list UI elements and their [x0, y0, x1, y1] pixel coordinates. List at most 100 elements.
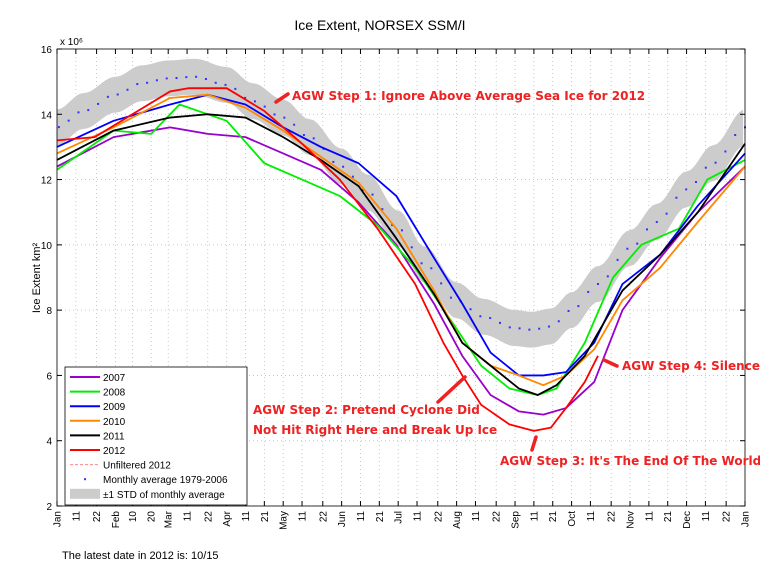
legend-label: 2009 — [103, 402, 126, 413]
x-tick-label: 22 — [203, 511, 214, 523]
mean-dot — [97, 102, 100, 105]
mean-dot — [263, 105, 266, 108]
mean-dot — [195, 75, 198, 78]
x-tick-label: 11 — [644, 511, 655, 522]
mean-dot — [665, 212, 668, 215]
mean-dot — [342, 165, 345, 168]
y-scale-note: x 10⁶ — [60, 37, 83, 48]
annotation-arrow — [530, 435, 538, 452]
mean-dot — [469, 308, 472, 311]
x-tick-label: Apr — [222, 510, 233, 526]
series-line-2012 — [56, 87, 599, 432]
mean-dot — [567, 309, 570, 312]
y-tick-label: 4 — [46, 437, 52, 448]
x-tick-label: 21 — [260, 511, 271, 523]
x-tick-label: Nov — [626, 511, 637, 529]
x-tick-label: 11 — [356, 511, 367, 522]
mean-dot — [283, 116, 286, 119]
mean-dot — [312, 137, 315, 140]
y-tick-label: 16 — [41, 45, 53, 56]
annotation-text: AGW Step 3: It's The End Of The World — [500, 454, 760, 468]
mean-dot — [645, 228, 648, 231]
mean-dot — [675, 196, 678, 199]
y-tick-label: 8 — [46, 306, 52, 317]
y-tick-label: 12 — [41, 176, 53, 187]
mean-dot — [587, 290, 590, 293]
mean-dot — [381, 208, 384, 211]
mean-dot — [528, 328, 531, 331]
mean-dot — [106, 95, 109, 98]
x-tick-label: May — [279, 511, 290, 530]
mean-dot — [332, 160, 335, 163]
x-tick-label: Jan — [53, 511, 64, 527]
mean-dot — [371, 193, 374, 196]
mean-dot — [155, 79, 158, 82]
x-tick-label: Jul — [394, 511, 405, 524]
x-tick-label: 11 — [183, 511, 194, 522]
legend-label: 2010 — [103, 417, 126, 428]
x-tick-label: Jun — [337, 511, 348, 527]
mean-dot — [253, 100, 256, 103]
x-tick-label: 22 — [92, 511, 103, 523]
x-tick-label: 21 — [375, 511, 386, 523]
mean-dot — [126, 88, 129, 91]
mean-dot — [626, 247, 629, 250]
y-axis-label: Ice Extent km² — [31, 243, 43, 314]
y-tick-label: 2 — [46, 502, 52, 513]
legend-label: 2012 — [103, 446, 126, 457]
x-tick-label: 21 — [663, 511, 674, 523]
mean-dot — [655, 220, 658, 223]
x-tick-label: Sep — [511, 511, 522, 529]
x-tick-label: 22 — [492, 511, 503, 523]
mean-dot — [361, 189, 364, 192]
y-tick-label: 14 — [41, 110, 53, 121]
mean-dot — [293, 123, 296, 126]
x-tick-label: 11 — [71, 511, 82, 522]
y-tick-label: 10 — [41, 241, 53, 252]
mean-dot — [694, 180, 697, 183]
mean-dot — [440, 282, 443, 285]
chart-title: Ice Extent, NORSEX SSM/I — [294, 17, 465, 33]
mean-dot — [430, 267, 433, 270]
mean-dot — [606, 275, 609, 278]
mean-dot — [557, 320, 560, 323]
x-tick-label: Aug — [452, 511, 463, 529]
std-band-shape — [57, 58, 744, 348]
mean-dot — [538, 327, 541, 330]
mean-dot — [67, 119, 70, 122]
legend-label: Monthly average 1979-2006 — [103, 475, 228, 486]
annotation-text: Not Hit Right Here and Break Up Ice — [253, 423, 497, 437]
series-lines — [56, 87, 746, 432]
annotation-arrow — [274, 92, 290, 104]
legend-label: ±1 STD of monthly average — [103, 490, 225, 501]
mean-dot — [165, 77, 168, 80]
y-tick-label: 6 — [46, 371, 52, 382]
mean-dot — [57, 126, 60, 129]
mean-dot — [146, 81, 149, 84]
annotation-arrow — [436, 375, 467, 404]
x-tick-label: 22 — [433, 511, 444, 523]
mean-dot — [734, 134, 737, 137]
x-tick-label: 22 — [722, 511, 733, 523]
legend-label: 2007 — [103, 373, 126, 384]
mean-dot — [449, 296, 452, 299]
mean-dot — [391, 224, 394, 227]
mean-dot — [302, 133, 305, 136]
x-tick-label: 11 — [298, 511, 309, 522]
mean-dot — [596, 283, 599, 286]
mean-dot — [547, 325, 550, 328]
x-tick-label: 11 — [413, 511, 424, 522]
mean-dot — [577, 305, 580, 308]
mean-dot — [616, 258, 619, 261]
series-line-2007 — [56, 126, 746, 416]
legend-label: 2011 — [103, 431, 125, 442]
series-line-2008 — [56, 103, 746, 396]
grid — [56, 48, 746, 507]
mean-dot — [479, 315, 482, 318]
mean-dot — [410, 246, 413, 249]
x-tick-label: Feb — [111, 511, 122, 529]
x-tick-label: 11 — [529, 511, 540, 522]
x-tick-label: 11 — [471, 511, 482, 522]
mean-dot — [498, 321, 501, 324]
